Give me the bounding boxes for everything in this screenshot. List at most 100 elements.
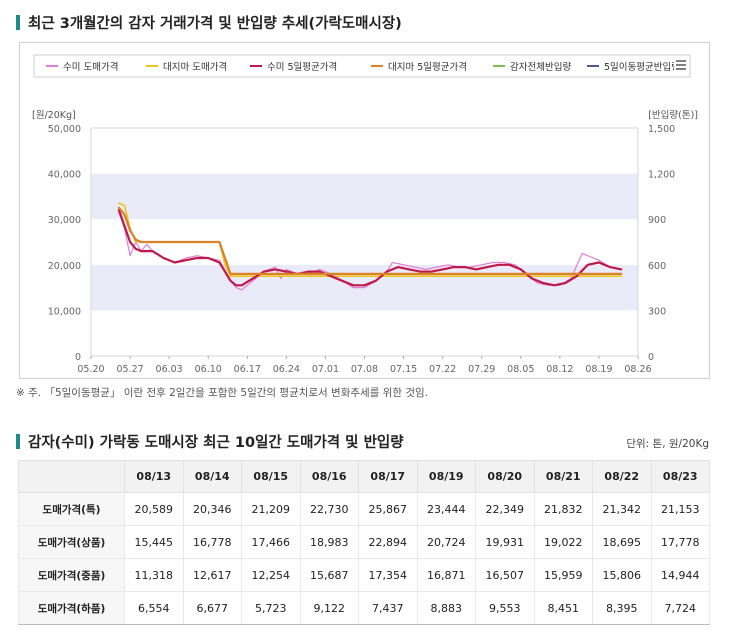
- series-line: [117, 206, 623, 275]
- table-cell: 20,724: [416, 525, 476, 559]
- x-tick-label: 08.12: [546, 364, 573, 375]
- x-tick-label: 07.15: [390, 364, 417, 375]
- title-accent-bar: [16, 434, 20, 449]
- legend-item-label: 수미 5일평균가격: [267, 61, 337, 73]
- table-cell: 5,723: [241, 591, 301, 625]
- table-section-title: 감자(수미) 가락동 도매시장 최근 10일간 도매가격 및 반입량: [16, 431, 404, 452]
- y2-tick-label: 600: [648, 261, 666, 272]
- table-cell: 9,553: [475, 591, 535, 625]
- table-cell: 6,554: [124, 591, 184, 625]
- table-cell: 15,445: [124, 525, 184, 559]
- table-row: 도매가격(특) 20,589 20,346 21,209 22,730 25,8…: [18, 492, 710, 526]
- x-tick-label: 07.29: [468, 364, 495, 375]
- unit-label: 단위: 톤, 원/20Kg: [626, 438, 709, 450]
- date-column-header: 08/22: [592, 460, 652, 493]
- table-cell: 12,617: [182, 558, 242, 592]
- table-cell: 21,342: [592, 492, 652, 526]
- table-row: 도매가격(중품) 11,318 12,617 12,254 15,687 17,…: [18, 558, 710, 592]
- table-cell: 16,871: [416, 558, 476, 592]
- table-cell: 21,153: [650, 492, 710, 526]
- x-tick-label: 08.05: [507, 364, 534, 375]
- plot-band: [91, 128, 638, 174]
- y-tick-label: 10,000: [48, 306, 81, 317]
- legend-box: [33, 54, 691, 78]
- table-cell: 18,695: [592, 525, 652, 559]
- row-label: 도매가격(상품): [18, 525, 125, 559]
- table-cell: 15,806: [592, 558, 652, 592]
- table-cell: 17,466: [241, 525, 301, 559]
- table-cell: 7,437: [358, 591, 418, 625]
- y2-tick-label: 300: [648, 306, 666, 317]
- y2-tick-label: 900: [648, 215, 666, 226]
- table-title-text: 감자(수미) 가락동 도매시장 최근 10일간 도매가격 및 반입량: [28, 435, 404, 451]
- date-column-header: 08/14: [182, 460, 242, 493]
- table-cell: 11,318: [124, 558, 184, 592]
- table-cell: 21,209: [241, 492, 301, 526]
- chart-title-text: 최근 3개월간의 감자 거래가격 및 반입량 추세(가락도매시장): [28, 16, 402, 32]
- date-column-header: 08/20: [475, 460, 535, 493]
- row-label: 도매가격(하품): [18, 591, 125, 625]
- date-column-header: 08/15: [241, 460, 301, 493]
- chart-container: 0 10,000 20,000 30,000 40,000 50,000 0 300 600 90…: [19, 42, 710, 379]
- y2-tick-label: 1,500: [648, 124, 675, 135]
- date-column-header: 08/16: [299, 460, 359, 493]
- table-cell: 17,354: [358, 558, 418, 592]
- x-tick-label: 08.26: [624, 364, 651, 375]
- table-cell: 16,778: [182, 525, 242, 559]
- y-axis-label: [원/20Kg]: [32, 110, 76, 121]
- chart-section-title: 최근 3개월간의 감자 거래가격 및 반입량 추세(가락도매시장): [16, 12, 402, 33]
- table-row: 도매가격(상품) 15,445 16,778 17,466 18,983 22,…: [18, 525, 710, 559]
- x-tick-label: 05.27: [116, 364, 143, 375]
- table-cell: 22,894: [358, 525, 418, 559]
- x-tick-label: 05.20: [77, 364, 104, 375]
- table-cell: 19,022: [533, 525, 593, 559]
- x-tick-label: 06.24: [273, 364, 300, 375]
- y2-axis-label: [반입량(톤)]: [648, 109, 698, 121]
- table-cell: 20,346: [182, 492, 242, 526]
- y-tick-label: 30,000: [48, 215, 81, 226]
- chart-menu-icon[interactable]: [674, 58, 688, 73]
- date-column-header: 08/13: [124, 460, 184, 493]
- table-cell: 19,931: [475, 525, 535, 559]
- chart-footnote: ※ 주. 「5일이동평균」 이란 전후 2일간을 포함한 5일간의 평균치로서 …: [16, 387, 429, 399]
- table-cell: 22,730: [299, 492, 359, 526]
- y2-tick-label: 1,200: [648, 170, 675, 181]
- x-tick-label: 07.22: [429, 364, 456, 375]
- table-cell: 8,883: [416, 591, 476, 625]
- plot-band: [91, 173, 638, 220]
- y-tick-label: 50,000: [48, 124, 81, 135]
- table-cell: 15,959: [533, 558, 593, 592]
- price-trend-chart: 0 10,000 20,000 30,000 40,000 50,000 0 300 600 90…: [32, 54, 698, 375]
- table-cell: 16,507: [475, 558, 535, 592]
- table-cell: 6,677: [182, 591, 242, 625]
- table-cell: 18,983: [299, 525, 359, 559]
- table-cell: 8,395: [592, 591, 652, 625]
- table-cell: 22,349: [475, 492, 535, 526]
- table-corner-cell: [18, 460, 125, 493]
- x-tick-label: 06.10: [195, 364, 222, 375]
- table-cell: 17,778: [650, 525, 710, 559]
- table-cell: 9,122: [299, 591, 359, 625]
- date-column-header: 08/23: [650, 460, 710, 493]
- table-header-row: 08/13 08/14 08/15 08/16 08/17 08/19 08/2…: [18, 460, 710, 493]
- x-tick-label: 06.17: [234, 364, 261, 375]
- table-cell: 12,254: [241, 558, 301, 592]
- date-column-header: 08/19: [416, 460, 476, 493]
- table-cell: 8,451: [533, 591, 593, 625]
- legend-item-label: 감자전체반입량: [510, 61, 571, 73]
- table-row: 도매가격(하품) 6,554 6,677 5,723 9,122 7,437 8…: [18, 591, 710, 625]
- x-tick-label: 06.03: [156, 364, 183, 375]
- table-cell: 20,589: [124, 492, 184, 526]
- y-tick-label: 20,000: [48, 261, 81, 272]
- series-line: [117, 209, 623, 287]
- y-tick-label: 40,000: [48, 170, 81, 181]
- y-tick-label: 0: [75, 352, 81, 363]
- date-column-header: 08/17: [358, 460, 418, 493]
- row-label: 도매가격(특): [18, 492, 125, 526]
- legend-item-label: 5일이동평균반입량: [604, 61, 680, 73]
- x-tick-label: 07.08: [351, 364, 378, 375]
- table-cell: 14,944: [650, 558, 710, 592]
- legend-item-label: 수미 도매가격: [63, 61, 118, 73]
- table-cell: 15,687: [299, 558, 359, 592]
- x-tick-label: 07.01: [312, 364, 339, 375]
